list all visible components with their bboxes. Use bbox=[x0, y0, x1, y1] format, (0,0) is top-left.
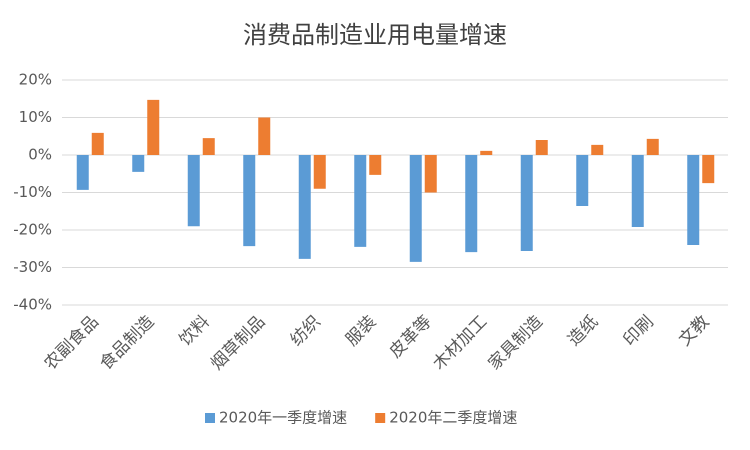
bar bbox=[298, 155, 311, 259]
bar bbox=[646, 138, 659, 155]
bar bbox=[465, 155, 478, 253]
chart-title: 消费品制造业用电量增速 bbox=[243, 21, 507, 49]
bar bbox=[147, 99, 160, 155]
y-tick-label: 10% bbox=[19, 108, 52, 126]
legend-swatch bbox=[375, 413, 386, 423]
bar bbox=[91, 132, 104, 155]
bar bbox=[687, 155, 700, 245]
y-tick-label: -40% bbox=[13, 296, 52, 314]
bar bbox=[202, 138, 215, 155]
y-tick-label: 20% bbox=[19, 71, 52, 89]
bar bbox=[313, 155, 326, 189]
y-tick-label: -20% bbox=[13, 221, 52, 239]
legend-label: 2020年二季度增速 bbox=[389, 409, 517, 427]
legend-swatch bbox=[205, 413, 215, 423]
bar bbox=[187, 155, 200, 227]
bar bbox=[354, 155, 367, 247]
y-tick-label: 0% bbox=[28, 146, 52, 164]
y-tick-label: -10% bbox=[13, 183, 52, 201]
y-tick-label: -30% bbox=[13, 258, 52, 276]
bar bbox=[702, 155, 715, 184]
bar bbox=[576, 155, 589, 206]
bar bbox=[631, 155, 644, 227]
bar bbox=[424, 155, 437, 193]
bar bbox=[409, 155, 422, 262]
bar bbox=[480, 150, 493, 155]
bar bbox=[76, 155, 89, 190]
bar bbox=[535, 140, 548, 155]
bar bbox=[258, 117, 271, 155]
bar bbox=[243, 155, 256, 247]
legend-label: 2020年一季度增速 bbox=[219, 409, 347, 427]
bar bbox=[369, 155, 382, 175]
bar bbox=[132, 155, 145, 172]
bar bbox=[520, 155, 533, 251]
bar bbox=[591, 144, 604, 155]
